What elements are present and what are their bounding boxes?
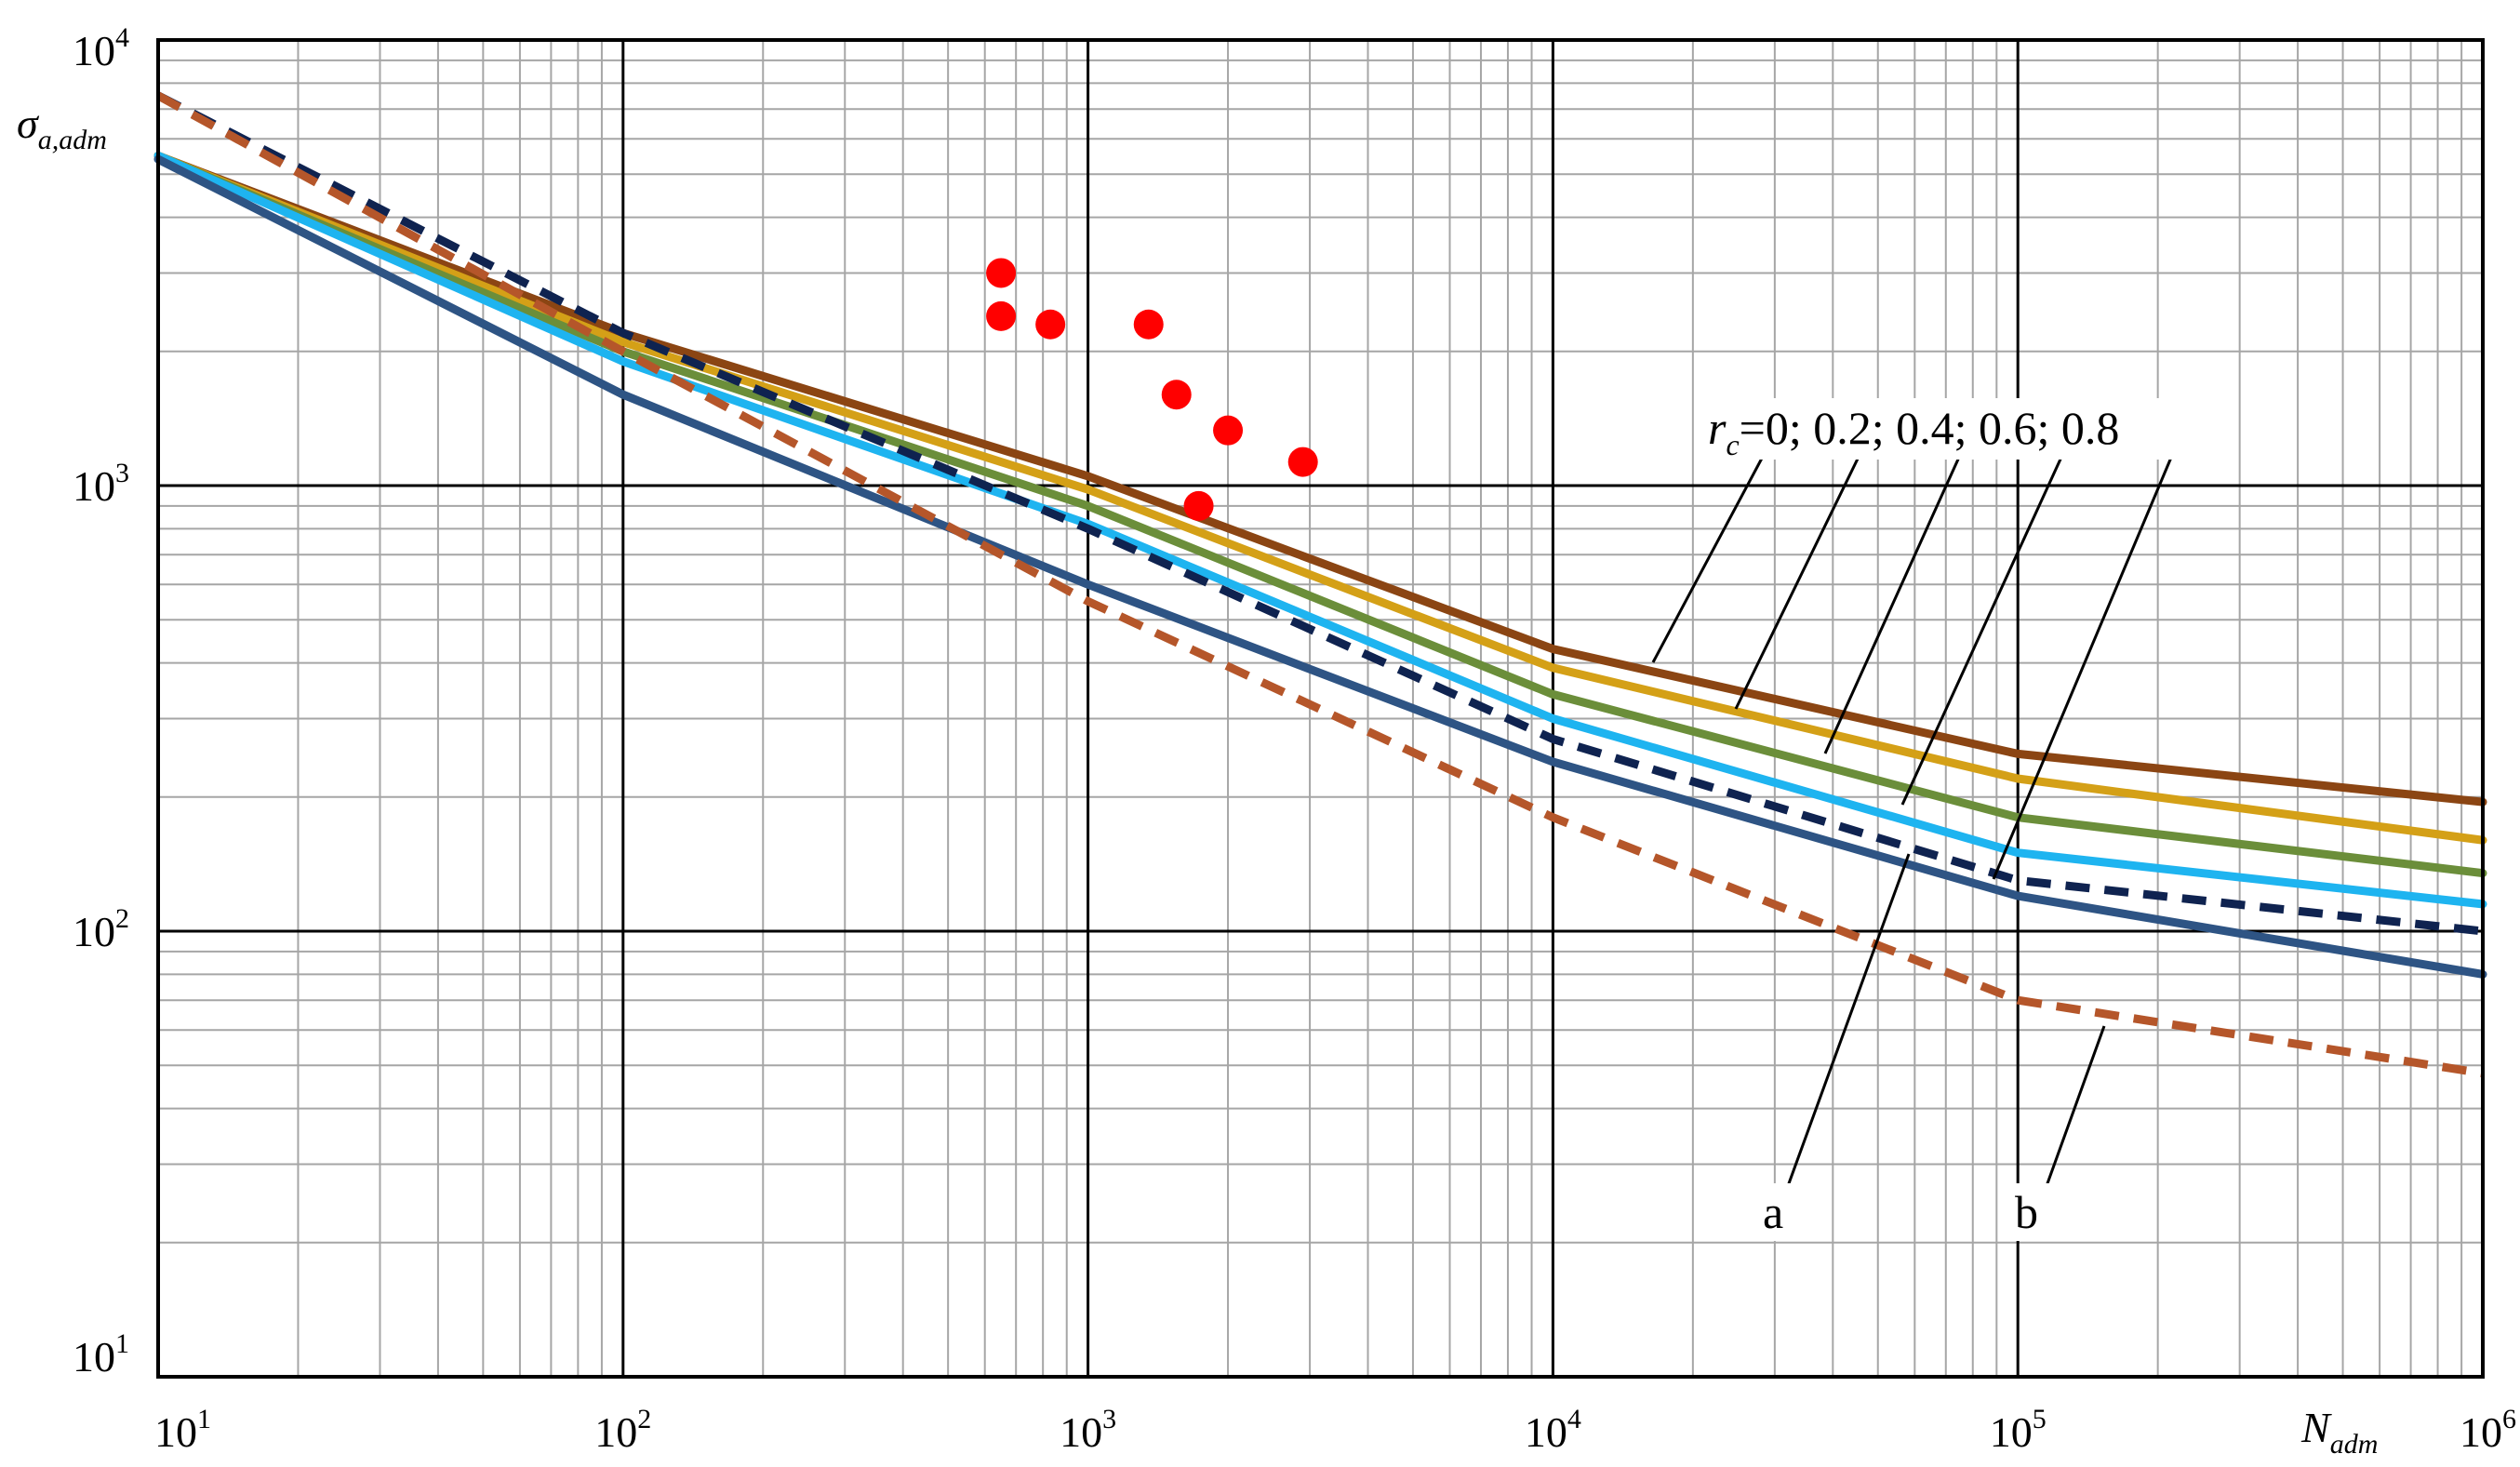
tick-exponent: 3 (1102, 1404, 1116, 1434)
tick-base: 10 (73, 1333, 115, 1380)
tick-exponent: 2 (115, 903, 129, 934)
leader-line (1992, 452, 2175, 880)
grid-minor (158, 40, 2483, 1377)
tick-exponent: 2 (637, 1404, 651, 1434)
x-tick-label: 102 (594, 1404, 651, 1456)
tick-base: 10 (1990, 1408, 2033, 1456)
x-tick-label: 104 (1525, 1404, 1581, 1456)
tick-exponent: 3 (115, 458, 129, 488)
series-line-a (155, 91, 2484, 936)
tick-base: 10 (1060, 1408, 1102, 1456)
plot-frame (156, 38, 2485, 1379)
series-line-b (155, 91, 2484, 1078)
x-axis-label: Nadm (2300, 1404, 2378, 1460)
tick-base: 10 (2460, 1408, 2502, 1456)
label-b-bg (2006, 1183, 2056, 1241)
tick-base: 10 (73, 27, 115, 74)
rc-symbol: r (1708, 402, 1727, 454)
leader-line (2045, 1025, 2106, 1187)
rc-values: =0; 0.2; 0.4; 0.6; 0.8 (1740, 402, 2120, 454)
series-line-r-c-0-8 (153, 151, 2487, 807)
y-tick-label: 104 (73, 22, 129, 74)
series-line-r-c-0 (153, 154, 2487, 979)
leader-line (1734, 452, 1862, 710)
series-layer (153, 91, 2487, 1078)
scatter-point (1287, 447, 1318, 477)
label-b: b (2015, 1186, 2038, 1238)
label-a-bg (1753, 1183, 1803, 1241)
series-line-r-c-0-2 (153, 151, 2487, 909)
leader-line (1786, 853, 1911, 1187)
tick-exponent: 4 (1567, 1404, 1581, 1434)
x-tick-label: 105 (1990, 1404, 2047, 1456)
tick-base: 10 (73, 462, 115, 510)
x-axis-subscript: adm (2330, 1429, 2379, 1460)
grid-major (158, 40, 2483, 1377)
leader-line (1823, 452, 1963, 754)
y-axis-subscript: a,adm (38, 125, 107, 155)
scatter-point (986, 300, 1017, 331)
tick-base: 10 (1525, 1408, 1567, 1456)
scatter-point (986, 258, 1017, 288)
rc-subscript: c (1726, 428, 1739, 461)
x-tick-label: 103 (1060, 1404, 1116, 1456)
x-tick-label: 101 (154, 1404, 211, 1456)
leader-line (1651, 452, 1767, 663)
tick-exponent: 5 (2033, 1404, 2047, 1434)
x-tick-label: 106 (2460, 1404, 2516, 1456)
leader-line (1900, 452, 2065, 806)
y-tick-label: 101 (73, 1328, 129, 1380)
tick-base: 10 (594, 1408, 637, 1456)
scatter-point (1213, 415, 1244, 446)
y-axis-symbol: σ (17, 100, 40, 147)
tick-exponent: 1 (115, 1328, 129, 1359)
tick-exponent: 6 (2502, 1404, 2516, 1434)
tick-exponent: 4 (115, 22, 129, 53)
y-tick-label: 102 (73, 903, 129, 955)
tick-exponent: 1 (197, 1404, 211, 1434)
scatter-layer (986, 258, 1318, 521)
tick-base: 10 (73, 908, 115, 955)
tick-base: 10 (154, 1408, 197, 1456)
scatter-point (1161, 380, 1192, 410)
rc-annotation-bg (1699, 398, 2238, 460)
scatter-point (1133, 309, 1164, 340)
leader-lines (1651, 452, 2175, 1187)
y-tick-label: 103 (73, 458, 129, 510)
scatter-point (1035, 309, 1066, 340)
series-line-r-c-0-4 (153, 151, 2487, 878)
rc-annotation: rc=0; 0.2; 0.4; 0.6; 0.8 (1708, 402, 2119, 461)
series-line-r-c-0-6 (153, 151, 2487, 845)
scatter-point (1183, 490, 1214, 521)
x-axis-symbol: N (2300, 1404, 2332, 1451)
y-axis-label: σa,adm (17, 100, 107, 155)
label-a: a (1763, 1186, 1783, 1238)
